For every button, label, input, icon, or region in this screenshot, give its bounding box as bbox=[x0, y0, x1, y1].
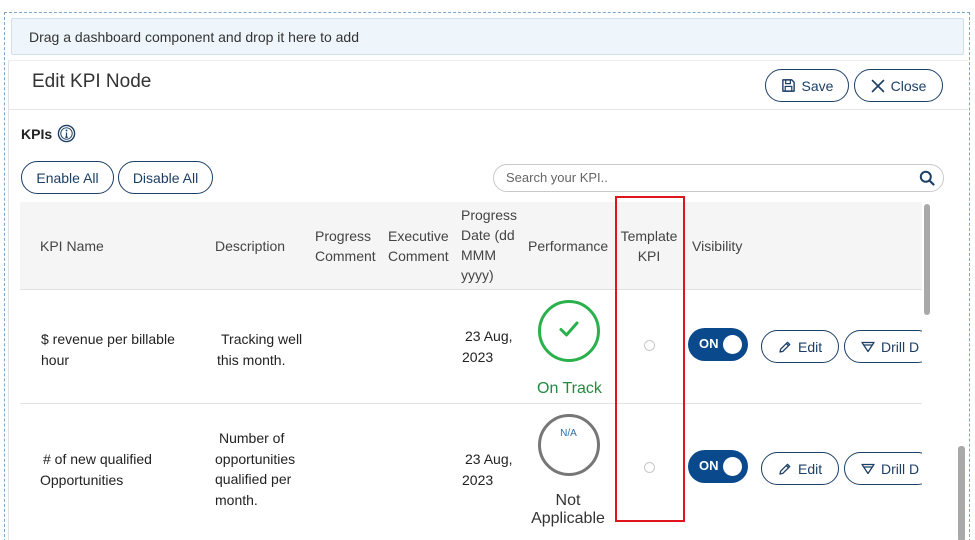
description-line2: this month. bbox=[217, 351, 286, 368]
description-line3: qualified per bbox=[215, 471, 292, 487]
drop-zone[interactable]: Drag a dashboard component and drop it h… bbox=[11, 18, 964, 55]
close-label: Close bbox=[890, 77, 927, 94]
performance-indicator-not-applicable: N/A bbox=[538, 414, 600, 476]
description-line2: opportunities bbox=[215, 450, 296, 467]
visibility-toggle[interactable]: ON bbox=[688, 450, 748, 483]
header-progress-date-line3: MMM bbox=[461, 247, 496, 263]
drill-down-label: Drill D bbox=[881, 460, 920, 477]
header-progress-date: Progress Date (dd MMM yyyy) bbox=[461, 205, 517, 285]
table-header: KPI Name Description Progress Comment Ex… bbox=[20, 202, 922, 290]
table-row: # of new qualified Opportunities Number … bbox=[20, 405, 922, 540]
edit-label: Edit bbox=[798, 460, 823, 477]
performance-label-line1: Not bbox=[555, 492, 581, 509]
drill-down-button[interactable]: Drill D bbox=[844, 452, 922, 485]
header-executive-comment-line1: Executive bbox=[388, 228, 449, 244]
header-progress-comment-line2: Comment bbox=[315, 248, 376, 264]
header-template-kpi-line1: Template bbox=[620, 228, 678, 244]
header-executive-comment-line2: Comment bbox=[388, 248, 449, 264]
visibility-toggle[interactable]: ON bbox=[688, 328, 748, 361]
performance-indicator-on-track bbox=[538, 300, 600, 362]
drop-zone-text: Drag a dashboard component and drop it h… bbox=[29, 29, 360, 45]
header-performance: Performance bbox=[528, 238, 609, 254]
header-divider bbox=[9, 109, 968, 110]
close-icon bbox=[871, 79, 884, 92]
progress-date-line1: 23 Aug, bbox=[465, 451, 513, 467]
progress-date-line2: 2023 bbox=[462, 471, 494, 488]
na-badge: N/A bbox=[560, 428, 577, 439]
toggle-knob bbox=[723, 335, 742, 354]
header-template-kpi: Template KPI bbox=[618, 226, 680, 266]
template-kpi-radio[interactable] bbox=[644, 340, 655, 351]
visibility-toggle-label: ON bbox=[699, 458, 719, 473]
header-executive-comment: Executive Comment bbox=[388, 226, 449, 266]
header-visibility: Visibility bbox=[692, 238, 743, 254]
header-progress-comment: Progress Comment bbox=[315, 226, 376, 266]
funnel-icon bbox=[861, 341, 875, 352]
header-progress-date-line1: Progress bbox=[461, 207, 518, 223]
toggle-knob bbox=[723, 457, 742, 476]
progress-date-line2: 2023 bbox=[462, 348, 494, 365]
performance-label-line2: Applicable bbox=[531, 510, 605, 527]
header-description: Description bbox=[215, 238, 286, 254]
close-button[interactable]: Close bbox=[854, 69, 943, 102]
kpi-name-cell: # of new qualified Opportunities bbox=[40, 449, 152, 490]
header-template-kpi-line2: KPI bbox=[637, 248, 661, 264]
kpi-table: KPI Name Description Progress Comment Ex… bbox=[20, 202, 922, 540]
description-line1: Number of bbox=[219, 430, 285, 446]
header-progress-date-line2: Date (dd bbox=[461, 227, 515, 243]
description-line1: Tracking well bbox=[221, 331, 303, 347]
drill-down-button[interactable]: Drill D bbox=[844, 330, 922, 363]
progress-date-line1: 23 Aug, bbox=[465, 328, 513, 344]
kpi-name-line2: Opportunities bbox=[40, 471, 124, 488]
kpi-name-cell: $ revenue per billable hour bbox=[41, 329, 175, 370]
edit-button[interactable]: Edit bbox=[761, 452, 839, 485]
kpi-name-line1: $ revenue per billable bbox=[41, 331, 175, 347]
search-box bbox=[493, 164, 944, 192]
kpis-label-text: KPIs bbox=[21, 125, 53, 142]
performance-label: On Track bbox=[537, 380, 602, 397]
pencil-icon bbox=[779, 463, 791, 475]
kpis-section-label: KPIs bbox=[21, 124, 76, 143]
header-kpi-name: KPI Name bbox=[40, 238, 104, 254]
kpi-name-line2: hour bbox=[41, 351, 70, 368]
check-icon bbox=[559, 321, 579, 337]
performance-label: Not Applicable bbox=[520, 492, 616, 528]
table-row: $ revenue per billable hour Tracking wel… bbox=[20, 291, 922, 404]
save-icon bbox=[781, 79, 795, 92]
enable-all-button[interactable]: Enable All bbox=[21, 161, 114, 194]
disable-all-button[interactable]: Disable All bbox=[118, 161, 213, 194]
description-line4: month. bbox=[215, 491, 258, 508]
header-progress-comment-line1: Progress bbox=[315, 228, 372, 244]
description-cell: Tracking well this month. bbox=[217, 329, 302, 370]
template-kpi-radio[interactable] bbox=[644, 462, 655, 473]
header-progress-date-line4: yyyy) bbox=[461, 267, 494, 283]
kpi-name-line1: # of new qualified bbox=[43, 451, 152, 467]
search-input[interactable] bbox=[506, 170, 906, 185]
drill-down-label: Drill D bbox=[881, 338, 920, 355]
funnel-icon bbox=[861, 463, 875, 474]
progress-date-cell: 23 Aug, 2023 bbox=[462, 326, 513, 367]
info-icon[interactable] bbox=[57, 124, 76, 143]
table-scrollbar[interactable] bbox=[924, 204, 930, 315]
pencil-icon bbox=[779, 341, 791, 353]
progress-date-cell: 23 Aug, 2023 bbox=[462, 449, 513, 490]
save-button[interactable]: Save bbox=[765, 69, 849, 102]
page-scrollbar[interactable] bbox=[958, 446, 965, 540]
panel-title: Edit KPI Node bbox=[32, 71, 152, 92]
edit-label: Edit bbox=[798, 338, 823, 355]
save-label: Save bbox=[801, 77, 834, 94]
dashboard-drop-frame bbox=[4, 12, 970, 540]
search-icon[interactable] bbox=[919, 170, 935, 186]
visibility-toggle-label: ON bbox=[699, 336, 719, 351]
edit-button[interactable]: Edit bbox=[761, 330, 839, 363]
description-cell: Number of opportunities qualified per mo… bbox=[215, 428, 295, 510]
